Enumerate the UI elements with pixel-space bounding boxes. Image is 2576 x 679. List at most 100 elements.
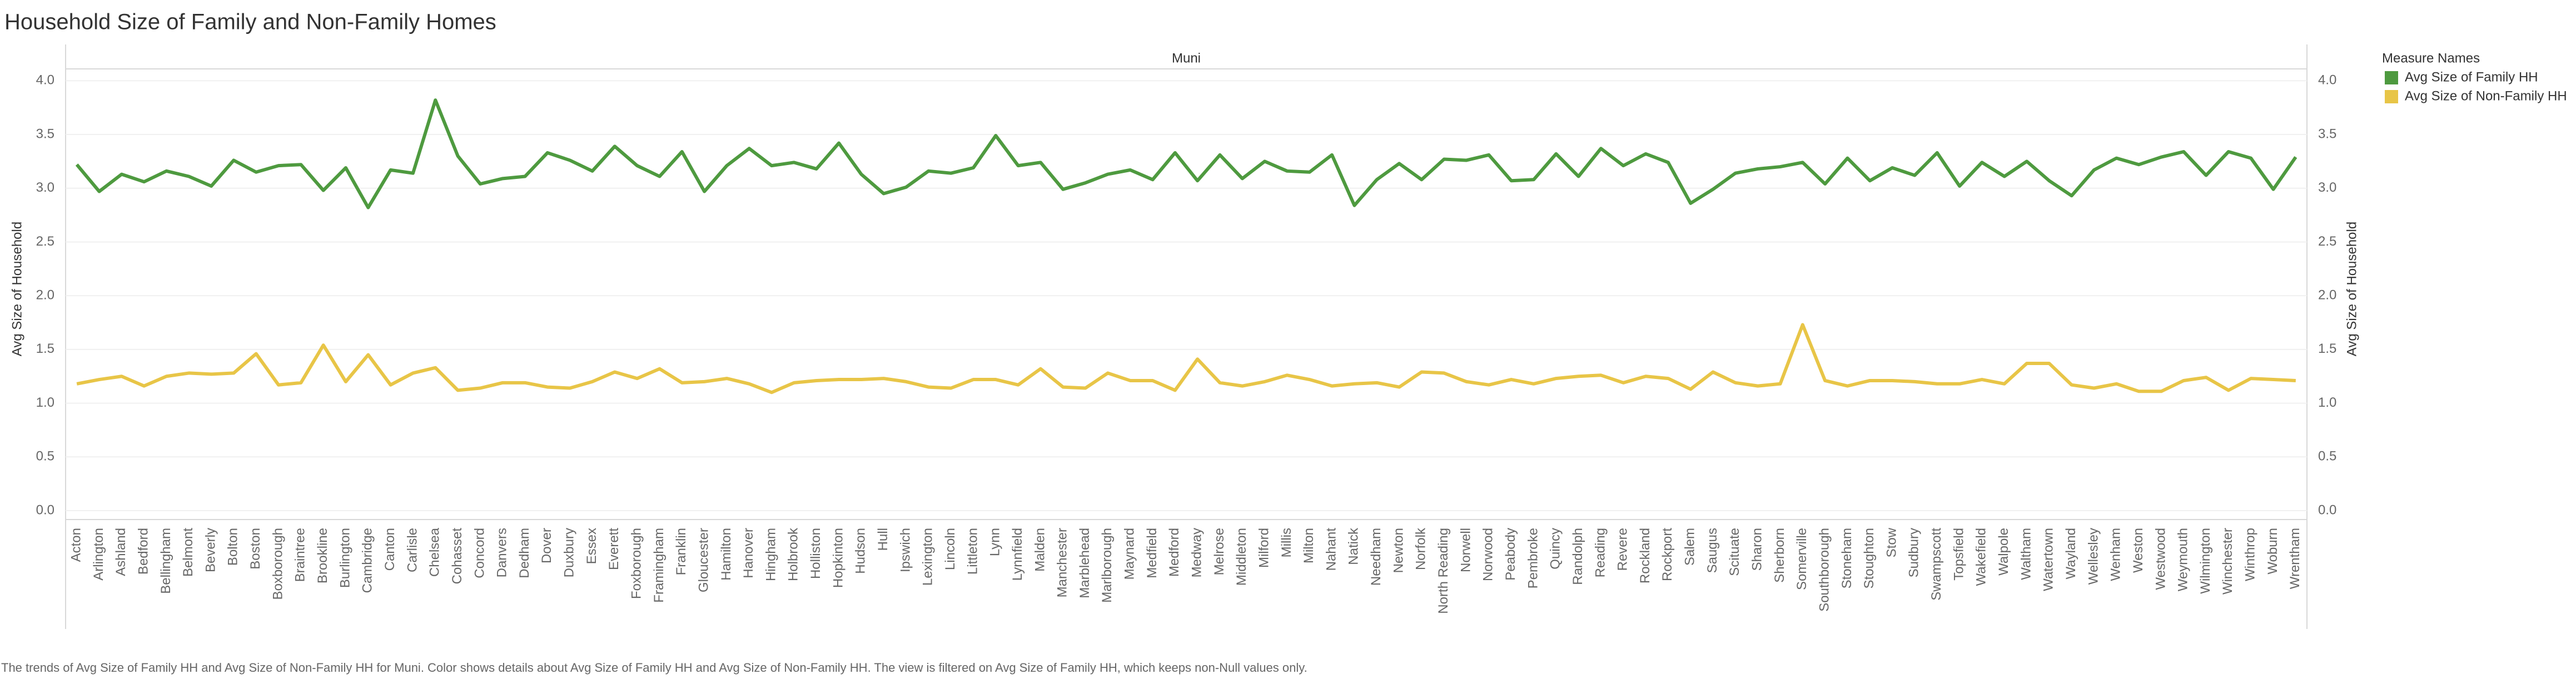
series-line — [76, 323, 2296, 395]
x-tick-label: Swampscott — [1929, 528, 1944, 601]
x-tick-label: Walpole — [1996, 528, 2011, 576]
x-tick-label: Cohasset — [450, 528, 465, 585]
x-tick-label: Natick — [1346, 527, 1361, 565]
x-tick-label: Lynnfield — [1010, 528, 1025, 581]
x-tick-label: Stow — [1884, 527, 1899, 557]
x-tick-label: Quincy — [1548, 528, 1563, 570]
x-tick-label: Rockport — [1660, 528, 1675, 581]
x-tick-label: Wenham — [2108, 528, 2124, 581]
x-tick-label: Dedham — [517, 528, 532, 578]
x-tick-label: Brookline — [315, 528, 330, 583]
x-tick-label: Sudbury — [1907, 528, 1922, 577]
x-tick-label: Milton — [1301, 528, 1316, 563]
x-tick-label: Revere — [1615, 528, 1630, 571]
x-tick-label: Boxborough — [270, 528, 285, 600]
x-tick-label: Ipswich — [898, 528, 913, 572]
x-tick-label: Topsfield — [1951, 528, 1966, 581]
y-tick-label: 2.0 — [36, 288, 54, 303]
x-tick-label: Melrose — [1212, 528, 1227, 575]
x-tick-label: Sherborn — [1772, 528, 1787, 583]
x-tick-label: Acton — [69, 528, 84, 562]
x-tick-label: Malden — [1032, 528, 1047, 572]
y-tick-label: 4.0 — [36, 73, 54, 88]
y2-tick-label: 1.0 — [2318, 395, 2336, 410]
x-tick-label: Rockland — [1638, 528, 1653, 583]
x-tick-label: Stoughton — [1862, 528, 1877, 588]
x-tick-label: Bedford — [136, 528, 151, 575]
x-tick-label: Norwell — [1458, 528, 1473, 572]
x-tick-label: Winchester — [2220, 528, 2235, 595]
x-tick-label: Hudson — [853, 528, 868, 574]
legend-title: Measure Names — [2382, 51, 2480, 66]
x-tick-label: Wellesley — [2086, 528, 2101, 585]
x-tick-label: North Reading — [1436, 528, 1451, 614]
x-tick-label: Belmont — [181, 528, 196, 577]
x-tick-label: Boston — [248, 528, 263, 570]
x-tick-label: Wakefield — [1974, 528, 1989, 586]
x-tick-label: Braintree — [293, 528, 308, 582]
y2-tick-label: 3.0 — [2318, 180, 2336, 195]
x-tick-label: Medfield — [1145, 528, 1160, 578]
x-tick-label: Reading — [1593, 528, 1608, 577]
chart-title: Household Size of Family and Non-Family … — [4, 10, 496, 34]
x-tick-label: Scituate — [1727, 528, 1742, 576]
x-tick-label: Dover — [539, 528, 554, 563]
x-tick-label: Bellingham — [158, 528, 173, 594]
x-tick-label: Medford — [1167, 528, 1182, 577]
x-tick-label: Medway — [1190, 528, 1205, 577]
x-tick-label: Saugus — [1705, 528, 1720, 573]
x-tick-label: Westwood — [2153, 528, 2168, 590]
x-tick-label: Holliston — [808, 528, 823, 579]
x-tick-label: Foxborough — [629, 528, 644, 599]
x-tick-label: Hopkinton — [831, 528, 846, 588]
x-tick-label: Littleton — [965, 528, 980, 575]
x-tick-label: Essex — [584, 528, 599, 564]
legend-label: Avg Size of Non-Family HH — [2405, 88, 2567, 103]
legend-label: Avg Size of Family HH — [2405, 69, 2538, 84]
y-tick-label: 1.5 — [36, 341, 54, 356]
x-tick-label: Woburn — [2265, 528, 2280, 575]
x-tick-label: Everett — [606, 528, 621, 570]
series-line — [75, 98, 2297, 209]
y-tick-label: 2.5 — [36, 234, 54, 249]
y2-tick-label: 2.0 — [2318, 288, 2336, 303]
x-tick-label: Canton — [382, 528, 397, 571]
x-tick-label: Beverly — [203, 528, 218, 572]
x-tick-label: Peabody — [1503, 528, 1518, 581]
x-tick-label: Sharon — [1750, 528, 1765, 571]
y2-tick-label: 3.5 — [2318, 126, 2336, 141]
x-tick-label: Marblehead — [1077, 528, 1092, 598]
y2-tick-label: 0.5 — [2318, 449, 2336, 464]
x-tick-label: Weymouth — [2176, 528, 2191, 591]
legend-swatch — [2385, 90, 2398, 103]
y-tick-label: 0.0 — [36, 502, 54, 517]
x-tick-label: Stoneham — [1839, 528, 1854, 588]
x-tick-label: Salem — [1683, 528, 1698, 566]
x-tick-label: Norwood — [1481, 528, 1496, 581]
x-tick-label: Maynard — [1122, 528, 1137, 580]
x-tick-label: Arlington — [91, 528, 106, 581]
x-tick-label: Hanover — [741, 528, 756, 578]
y-tick-label: 3.0 — [36, 180, 54, 195]
x-tick-label: Middleton — [1234, 528, 1249, 586]
x-tick-label: Hingham — [763, 528, 778, 581]
x-tick-label: Bolton — [226, 528, 241, 566]
x-tick-label: Lexington — [921, 528, 936, 586]
x-tick-label: Lynn — [988, 528, 1003, 556]
x-tick-label: Watertown — [2041, 528, 2056, 591]
x-tick-label: Concord — [472, 528, 487, 578]
x-tick-label: Weston — [2131, 528, 2146, 573]
y-axis-label: Avg Size of Household — [9, 222, 24, 356]
y2-tick-label: 0.0 — [2318, 502, 2336, 517]
x-tick-label: Cambridge — [360, 528, 375, 593]
x-tick-label: Wrentham — [2287, 528, 2303, 589]
x-tick-label: Marlborough — [1100, 528, 1115, 603]
caption: The trends of Avg Size of Family HH and … — [1, 661, 1307, 675]
y2-tick-label: 4.0 — [2318, 73, 2336, 88]
x-tick-label: Chelsea — [427, 527, 442, 577]
x-tick-label: Southborough — [1817, 528, 1832, 612]
x-tick-label: Somerville — [1794, 528, 1809, 590]
y2-tick-label: 1.5 — [2318, 341, 2336, 356]
x-tick-label: Gloucester — [696, 528, 711, 592]
x-tick-label: Randolph — [1570, 528, 1585, 585]
